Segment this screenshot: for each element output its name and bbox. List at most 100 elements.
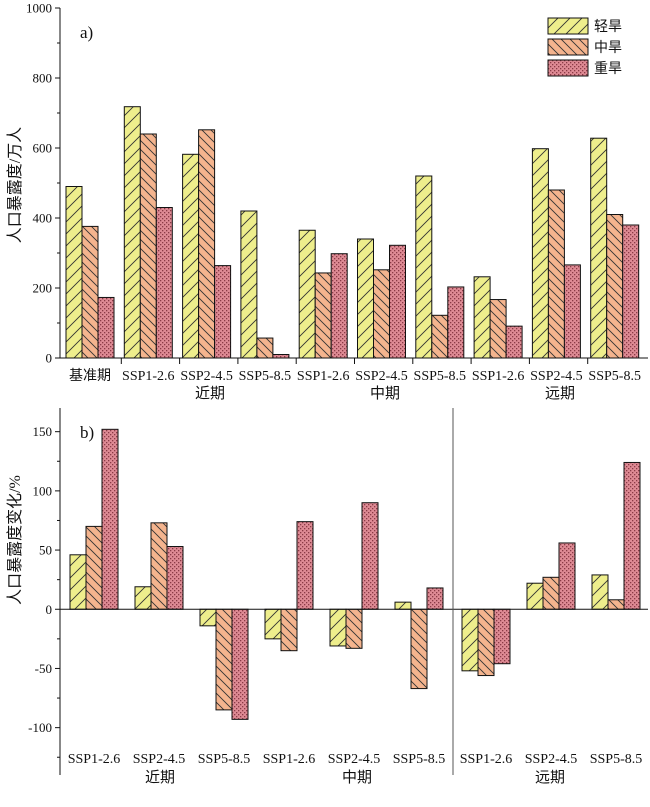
panel-a-y-tick-label: 0 bbox=[46, 351, 53, 366]
panel-a-bar-medium-9 bbox=[606, 214, 624, 359]
panel-a-bar-heavy-0 bbox=[97, 296, 115, 359]
panel-b-label: b) bbox=[80, 423, 94, 442]
panel-b-bar-light-2 bbox=[199, 608, 217, 627]
panel-b-category-label-4: SSP2-4.5 bbox=[328, 752, 381, 767]
panel-b-period-label-1: 中期 bbox=[342, 769, 372, 786]
panel-b-y-tick-label: 150 bbox=[33, 424, 53, 439]
panel-a-y-tick-label: 1000 bbox=[26, 1, 52, 16]
panel-a-period-label-1: 中期 bbox=[370, 385, 400, 402]
panel-b-bar-heavy-3 bbox=[296, 521, 314, 610]
panel-b-bar-light-6 bbox=[461, 608, 479, 672]
panel-a-bar-heavy-8 bbox=[563, 264, 581, 359]
panel-b-bar-light-3 bbox=[264, 608, 282, 640]
panel-a-bar-medium-0 bbox=[81, 225, 99, 359]
legend-swatch-medium bbox=[547, 38, 589, 56]
panel-b-bar-medium-7 bbox=[542, 576, 560, 610]
panel-a-bar-heavy-3 bbox=[272, 354, 290, 359]
legend-label-medium: 中旱 bbox=[594, 40, 622, 56]
panel-a-bar-medium-2 bbox=[198, 129, 216, 359]
panel-a-y-axis-title: 人口暴露度/万人 bbox=[6, 127, 24, 243]
panel-b-bar-medium-5 bbox=[410, 608, 428, 690]
panel-a-period-labels: 近期 中期 远期 bbox=[195, 385, 575, 402]
panel-b-y-tick-label: -50 bbox=[35, 661, 52, 676]
panel-a-label: a) bbox=[80, 23, 93, 42]
panel-a-bar-light-1 bbox=[123, 106, 141, 359]
panel-b-y-tick-label: -100 bbox=[28, 720, 52, 735]
panel-a-category-label-8: SSP2-4.5 bbox=[530, 369, 583, 384]
panel-a-category-label-5: SSP2-4.5 bbox=[355, 369, 408, 384]
panel-b-bar-light-1 bbox=[134, 586, 152, 610]
panel-a-category-label-0: 基准期 bbox=[69, 367, 111, 384]
panel-b-bar-light-0 bbox=[69, 554, 87, 610]
panel-a-bar-medium-4 bbox=[314, 272, 332, 359]
panel-b-bar-heavy-4 bbox=[361, 502, 379, 610]
legend-swatch-heavy bbox=[547, 59, 589, 77]
panel-b-bar-heavy-5 bbox=[426, 587, 444, 610]
panel-a-bar-heavy-5 bbox=[389, 244, 406, 359]
panel-b-bar-medium-1 bbox=[150, 522, 168, 610]
panel-b-bar-heavy-8 bbox=[623, 461, 641, 610]
panel-a-bar-medium-3 bbox=[256, 337, 274, 359]
panel-b-bar-heavy-2 bbox=[231, 608, 249, 720]
panel-a-bar-light-6 bbox=[415, 175, 433, 359]
panel-b-period-label-0: 近期 bbox=[145, 769, 175, 786]
panel-a-bar-light-3 bbox=[240, 210, 258, 359]
panel-a-bar-light-2 bbox=[182, 153, 200, 359]
panel-a-category-label-3: SSP5-8.5 bbox=[239, 369, 292, 384]
panel-b-bar-heavy-0 bbox=[101, 428, 119, 610]
legend-label-light: 轻旱 bbox=[594, 19, 622, 35]
panel-b-category-label-8: SSP5-8.5 bbox=[590, 752, 643, 767]
panel-a-bar-medium-5 bbox=[373, 269, 390, 359]
panel-b-bars bbox=[69, 428, 641, 720]
panel-a-y-tick-label: 200 bbox=[33, 281, 53, 296]
panel-a-category-label-2: SSP2-4.5 bbox=[180, 369, 233, 384]
panel-b-y-tick-label: 50 bbox=[39, 543, 52, 558]
panel-a-bar-medium-7 bbox=[489, 299, 507, 359]
panel-b-category-label-5: SSP5-8.5 bbox=[393, 752, 446, 767]
panel-a-bar-medium-8 bbox=[547, 189, 565, 359]
panel-a-category-label-1: SSP1-2.6 bbox=[122, 369, 175, 384]
panel-a-bar-heavy-9 bbox=[622, 224, 640, 359]
panel-b-bar-light-8 bbox=[591, 574, 609, 610]
panel-a-bar-heavy-1 bbox=[155, 207, 173, 359]
panel-a-bar-light-4 bbox=[298, 229, 316, 359]
panel-b-bar-light-7 bbox=[526, 582, 544, 610]
panel-a-bar-light-5 bbox=[357, 238, 374, 359]
panel-a-category-label-9: SSP5-8.5 bbox=[588, 369, 641, 384]
panel-b-category-label-7: SSP2-4.5 bbox=[525, 752, 578, 767]
panel-a-bar-light-9 bbox=[590, 137, 608, 359]
panel-a-category-label-7: SSP1-2.6 bbox=[472, 369, 525, 384]
panel-b-bar-medium-6 bbox=[477, 608, 495, 677]
panel-a-bar-heavy-2 bbox=[214, 265, 232, 359]
panel-a-bar-heavy-4 bbox=[330, 253, 348, 359]
panel-b-bar-light-4 bbox=[329, 608, 347, 647]
panel-b-bar-medium-4 bbox=[345, 608, 363, 649]
panel-a-period-label-0: 近期 bbox=[195, 385, 225, 402]
panel-a-bar-light-0 bbox=[65, 186, 83, 359]
panel-b-bar-heavy-6 bbox=[493, 608, 511, 665]
panel-a-bars bbox=[65, 106, 640, 359]
panel-b-bar-medium-3 bbox=[280, 608, 298, 652]
panel-a-bar-light-7 bbox=[473, 276, 491, 359]
panel-b-y-tick-label: 0 bbox=[46, 602, 53, 617]
panel-a-y-tick-label: 600 bbox=[33, 141, 53, 156]
panel-b-category-label-0: SSP1-2.6 bbox=[68, 752, 121, 767]
panel-b-bar-heavy-1 bbox=[166, 546, 184, 610]
panel-b-period-labels: 近期 中期 远期 bbox=[145, 769, 565, 786]
panel-b-y-tick-label: 100 bbox=[33, 483, 53, 498]
panel-a-bar-medium-1 bbox=[139, 133, 157, 359]
panel-a-bar-heavy-6 bbox=[447, 286, 465, 359]
panel-a-y-tick-label: 800 bbox=[33, 71, 53, 86]
panel-b-axes: -100 -50 0 50 100 150 bbox=[28, 408, 648, 775]
panel-a-period-label-2: 远期 bbox=[545, 385, 575, 402]
panel-a-category-label-6: SSP5-8.5 bbox=[414, 369, 467, 384]
panel-b-category-label-1: SSP2-4.5 bbox=[133, 752, 186, 767]
panel-a-y-tick-label: 400 bbox=[33, 211, 53, 226]
panel-b-category-label-3: SSP1-2.6 bbox=[263, 752, 316, 767]
panel-a-category-labels: 基准期 SSP1-2.6 SSP2-4.5 SSP5-8.5 SSP1-2.6 SSP2-… bbox=[69, 367, 641, 384]
panel-b-period-label-2: 远期 bbox=[535, 769, 565, 786]
